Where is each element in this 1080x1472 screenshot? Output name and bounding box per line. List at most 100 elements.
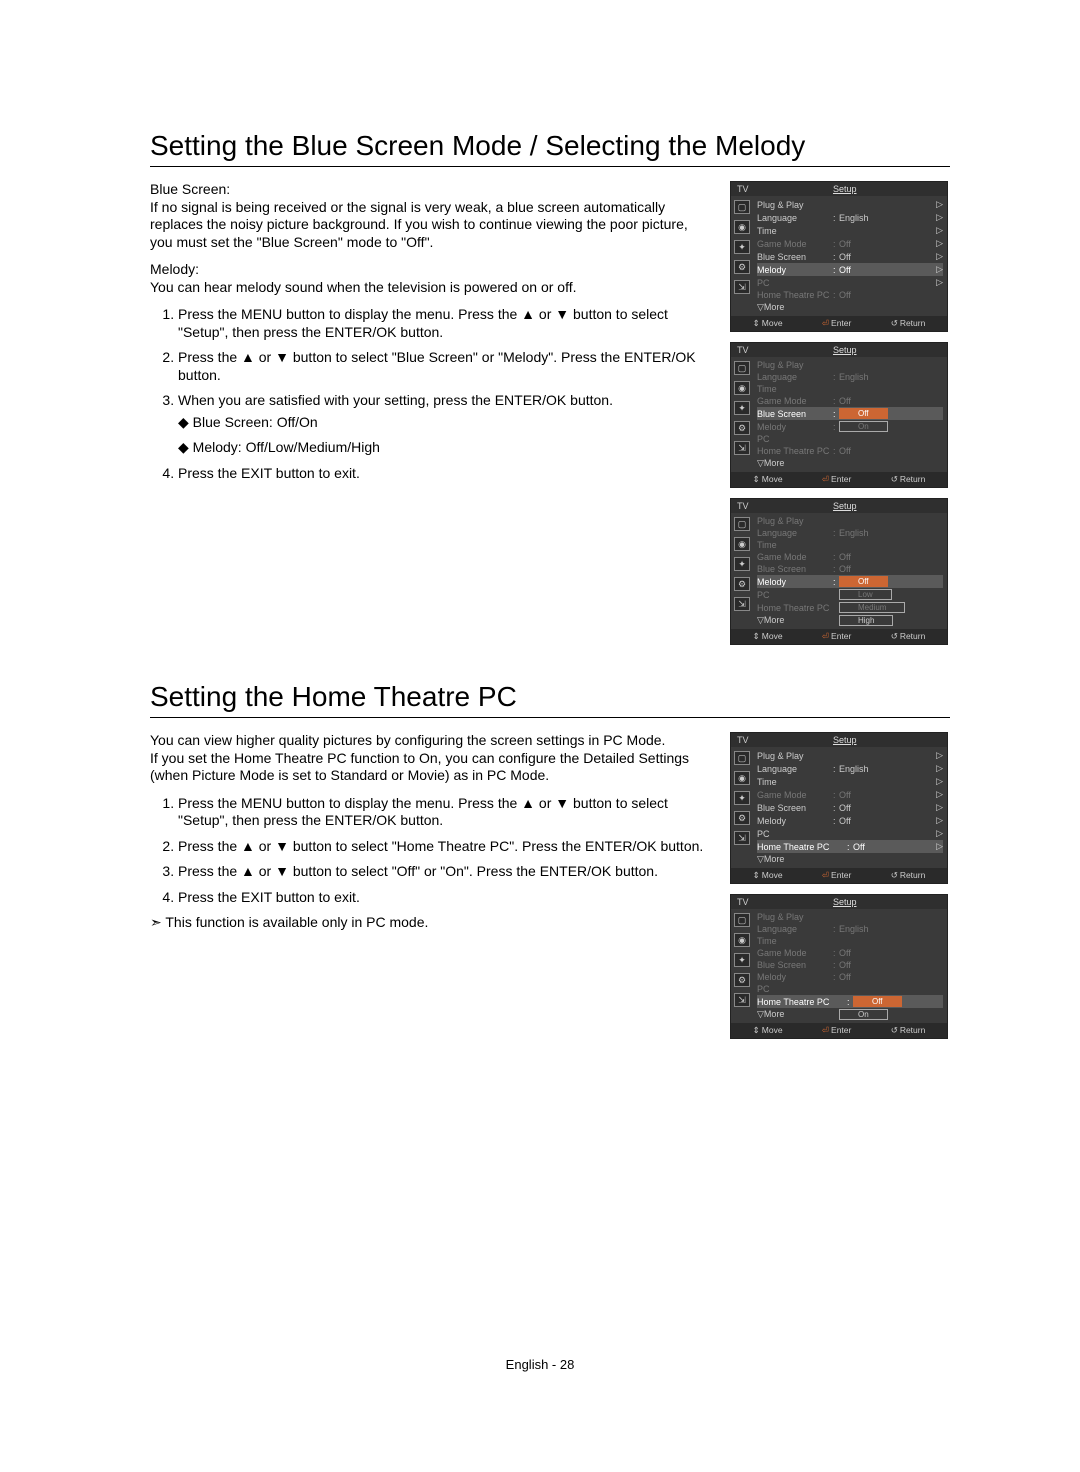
step: Press the ▲ or ▼ button to select "Blue … — [178, 349, 712, 384]
footer-return: Return — [891, 318, 926, 329]
option: On — [839, 1009, 888, 1020]
osd-item: Plug & Play — [757, 516, 833, 526]
osd-item: Blue Screen — [757, 252, 833, 262]
osd-title: Setup — [833, 897, 857, 907]
input-icon: ⇲ — [734, 831, 750, 845]
sound-icon: ◉ — [734, 933, 750, 947]
step: Press the ▲ or ▼ button to select "Home … — [178, 838, 712, 856]
channel-icon: ✦ — [734, 557, 750, 571]
option: Medium — [839, 602, 905, 613]
section1-layout: Blue Screen: If no signal is being recei… — [150, 181, 950, 645]
step: Press the ▲ or ▼ button to select "Off" … — [178, 863, 712, 881]
footer-move: Move — [753, 1025, 783, 1036]
melody-label: Melody: — [150, 261, 712, 279]
osd-val: Off — [839, 972, 943, 982]
option-selected: Off — [839, 408, 888, 419]
osd-item: Melody — [757, 816, 833, 826]
osd-item-selected: Melody — [757, 577, 833, 587]
osd-item: Time — [757, 777, 833, 787]
osd-item: Plug & Play — [757, 751, 833, 761]
input-icon: ⇲ — [734, 597, 750, 611]
osd-item: PC — [757, 829, 833, 839]
section2-screens: TVSetup ▢ ◉ ✦ ⚙ ⇲ Plug & Play▷ Language:… — [730, 732, 950, 1039]
osd-icon-strip: ▢ ◉ ✦ ⚙ ⇲ — [731, 747, 753, 868]
picture-icon: ▢ — [734, 517, 750, 531]
setup-icon: ⚙ — [734, 811, 750, 825]
channel-icon: ✦ — [734, 953, 750, 967]
osd-more: ▽More — [757, 1009, 833, 1020]
osd-more: ▽More — [757, 302, 833, 313]
osd-item: PC — [757, 278, 833, 288]
osd-item: Game Mode — [757, 552, 833, 562]
step: Press the MENU button to display the men… — [178, 306, 712, 341]
step: When you are satisfied with your setting… — [178, 392, 712, 457]
setup-icon: ⚙ — [734, 260, 750, 274]
osd-setup-4: TVSetup ▢ ◉ ✦ ⚙ ⇲ Plug & Play▷ Language:… — [730, 732, 948, 884]
osd-val: Off — [839, 564, 943, 574]
section2-title: Setting the Home Theatre PC — [150, 681, 950, 718]
osd-tv-label: TV — [737, 184, 749, 194]
osd-setup-3: TVSetup ▢ ◉ ✦ ⚙ ⇲ Plug & Play Language:E… — [730, 498, 948, 645]
osd-item: Plug & Play — [757, 912, 833, 922]
section2-note: This function is available only in PC mo… — [150, 914, 712, 931]
osd-icon-strip: ▢ ◉ ✦ ⚙ ⇲ — [731, 196, 753, 316]
osd-val: Off — [839, 239, 933, 249]
osd-item: Time — [757, 540, 833, 550]
osd-val: Off — [839, 290, 933, 300]
osd-tv-label: TV — [737, 897, 749, 907]
setup-icon: ⚙ — [734, 421, 750, 435]
osd-val: Off — [839, 265, 933, 275]
osd-val: English — [839, 372, 943, 382]
footer-return: Return — [891, 474, 926, 485]
section1-steps: Press the MENU button to display the men… — [150, 306, 712, 482]
footer-move: Move — [753, 870, 783, 881]
osd-val: Off — [839, 446, 943, 456]
section2-text: You can view higher quality pictures by … — [150, 732, 712, 1039]
footer-enter: Enter — [822, 318, 851, 329]
osd-item: Language — [757, 213, 833, 223]
osd-more: ▽More — [757, 458, 833, 469]
osd-item: PC — [757, 434, 833, 444]
osd-setup-5: TVSetup ▢ ◉ ✦ ⚙ ⇲ Plug & Play Language:E… — [730, 894, 948, 1039]
osd-title: Setup — [833, 735, 857, 745]
osd-item: Game Mode — [757, 790, 833, 800]
osd-setup-1: TVSetup ▢ ◉ ✦ ⚙ ⇲ Plug & Play▷ Language:… — [730, 181, 948, 332]
osd-item: Home Theatre PC — [757, 603, 833, 613]
option: On — [839, 421, 888, 432]
setup-icon: ⚙ — [734, 973, 750, 987]
sound-icon: ◉ — [734, 771, 750, 785]
osd-item: Blue Screen — [757, 564, 833, 574]
option: High — [839, 615, 893, 626]
footer-return: Return — [891, 870, 926, 881]
picture-icon: ▢ — [734, 200, 750, 214]
bullet: Melody: Off/Low/Medium/High — [178, 439, 712, 457]
step: Press the EXIT button to exit. — [178, 465, 712, 483]
channel-icon: ✦ — [734, 401, 750, 415]
footer-enter: Enter — [822, 870, 851, 881]
osd-item: PC — [757, 984, 833, 994]
osd-item: Game Mode — [757, 239, 833, 249]
osd-item: Language — [757, 372, 833, 382]
picture-icon: ▢ — [734, 361, 750, 375]
osd-item: PC — [757, 590, 833, 600]
osd-title: Setup — [833, 184, 857, 194]
osd-val: Off — [839, 816, 933, 826]
osd-val: Off — [839, 803, 933, 813]
blue-screen-desc: If no signal is being received or the si… — [150, 199, 712, 252]
osd-item-selected: Home Theatre PC — [757, 997, 847, 1007]
section2-steps: Press the MENU button to display the men… — [150, 795, 712, 907]
osd-item-selected: Blue Screen — [757, 409, 833, 419]
option-selected: Off — [853, 996, 902, 1007]
osd-val: Off — [839, 790, 933, 800]
osd-item: Home Theatre PC — [757, 290, 833, 300]
page-number: English - 28 — [0, 1357, 1080, 1372]
sound-icon: ◉ — [734, 220, 750, 234]
osd-more: ▽More — [757, 854, 833, 865]
footer-move: Move — [753, 474, 783, 485]
osd-item: Blue Screen — [757, 803, 833, 813]
section1-title: Setting the Blue Screen Mode / Selecting… — [150, 130, 950, 167]
section2-intro2: If you set the Home Theatre PC function … — [150, 750, 712, 785]
osd-title: Setup — [833, 501, 857, 511]
osd-setup-2: TVSetup ▢ ◉ ✦ ⚙ ⇲ Plug & Play Language:E… — [730, 342, 948, 488]
osd-icon-strip: ▢ ◉ ✦ ⚙ ⇲ — [731, 357, 753, 472]
